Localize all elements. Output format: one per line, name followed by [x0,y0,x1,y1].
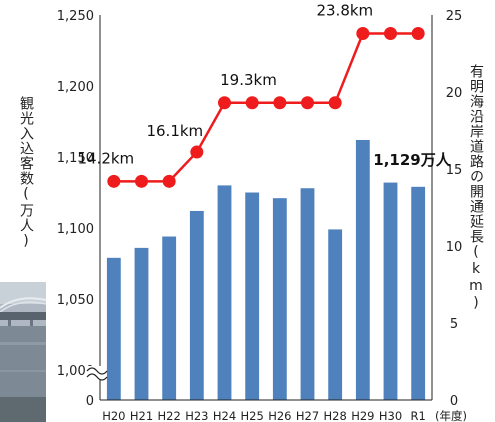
line-point [218,96,231,110]
y-right-tick-label: 10 [446,240,463,255]
x-tick-label: H27 [296,409,319,422]
y-right-tick-label: 25 [446,9,463,24]
bar [300,188,315,400]
y-left-tick-label: 1,100 [57,222,94,237]
x-tick-label: H23 [185,409,208,422]
y-left-tick-label: 1,000 [57,364,94,379]
annotation-label: 16.1km [146,122,203,140]
bar [245,192,260,400]
y-right-tick-label: 15 [446,163,463,178]
bar [355,139,370,400]
bar [189,210,204,400]
axis-break-mark [86,367,108,375]
y-right-tick-label: 20 [446,86,463,101]
bridge-photo [0,282,46,422]
annotation-label: 14.2km [77,149,134,167]
x-tick-label: H24 [213,409,236,422]
axis-break-mark [86,373,108,381]
y-left-tick-label: 1,250 [57,9,94,24]
x-tick-label: H20 [102,409,125,422]
line-point [135,174,148,188]
x-tick-label: R1 [411,409,426,422]
bar [383,182,398,400]
bar [217,185,232,400]
x-tick-label: H22 [158,409,181,422]
bar [328,229,343,400]
x-tick-label: H30 [379,409,402,422]
y-right-tick-label: 0 [450,394,458,409]
line-point [107,174,121,188]
x-tick-label: H28 [324,409,347,422]
annotation-label: 1,129万人 [373,151,451,169]
y-left-tick-label: 0 [86,394,94,409]
x-tick-label: H21 [130,409,153,422]
y-axis-right-label: 有明海沿岸道路の開通延長(km) [468,64,484,312]
y-left-tick-label: 1,150 [57,151,94,166]
y-left-tick-label: 1,200 [57,80,94,95]
axis-break-mask [86,366,106,380]
x-axis-unit-label: (年度) [435,409,467,422]
line-point [411,26,425,40]
line-point [273,96,287,110]
y-left-tick-label: 1,050 [57,293,94,308]
line-point [245,96,259,110]
line-point [162,174,176,188]
annotation-label: 23.8km [316,1,373,19]
x-tick-label: H26 [268,409,291,422]
bar [272,198,287,400]
annotation-label: 19.3km [220,71,277,89]
x-tick-label: H25 [241,409,264,422]
y-axis-left-label: 観光入込客数(万人) [18,96,34,250]
line-point [301,96,314,110]
line-point [190,145,204,159]
line-point [384,26,397,40]
y-right-tick-label: 5 [450,317,458,332]
bar [162,236,177,400]
bar [134,247,149,400]
bar [106,257,121,400]
x-tick-label: H29 [351,409,374,422]
bar [411,186,426,400]
line-point [328,96,342,110]
line-point [356,26,370,40]
